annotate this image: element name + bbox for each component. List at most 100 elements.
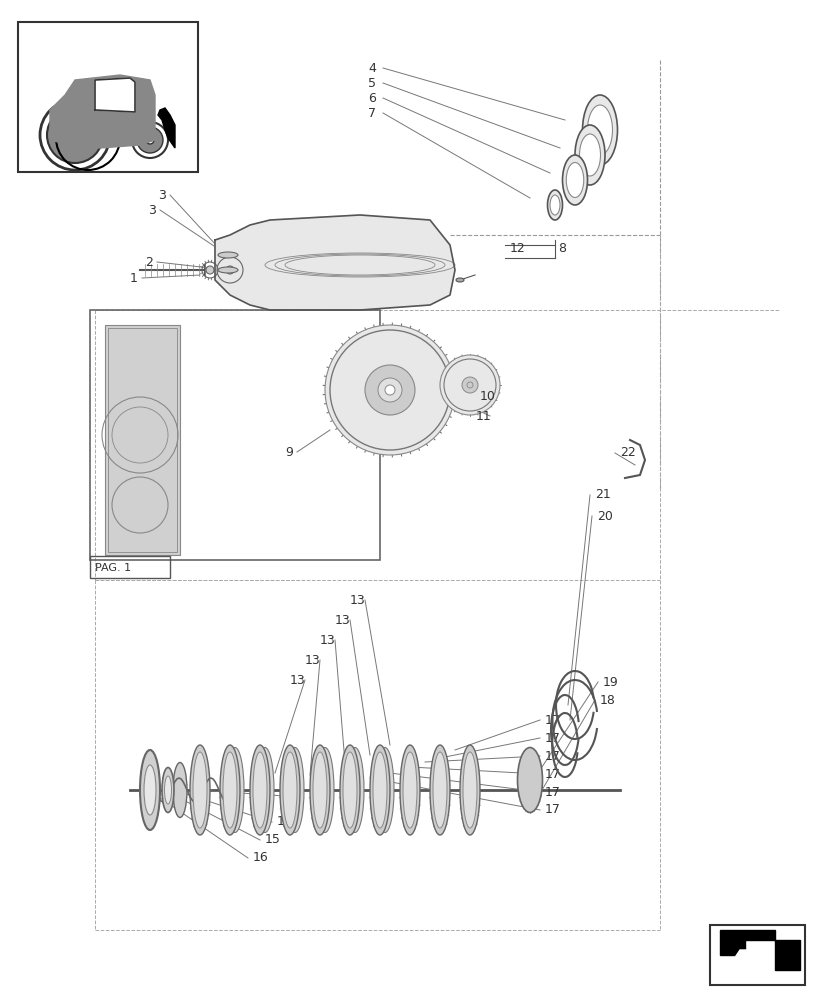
- Ellipse shape: [462, 752, 476, 828]
- Text: 12: 12: [509, 241, 525, 254]
- Polygon shape: [158, 108, 174, 148]
- Text: 8: 8: [557, 241, 566, 254]
- Bar: [709, 925, 804, 985]
- Ellipse shape: [429, 745, 449, 835]
- Ellipse shape: [313, 752, 327, 828]
- Circle shape: [385, 385, 394, 395]
- Ellipse shape: [218, 252, 237, 258]
- Ellipse shape: [460, 745, 480, 835]
- Circle shape: [131, 122, 168, 158]
- Text: 3: 3: [158, 189, 165, 202]
- Ellipse shape: [144, 765, 155, 815]
- Ellipse shape: [285, 747, 304, 832]
- Ellipse shape: [256, 747, 274, 832]
- Text: 13: 13: [304, 654, 320, 666]
- Polygon shape: [719, 930, 799, 970]
- Ellipse shape: [372, 752, 386, 828]
- Text: 17: 17: [544, 750, 560, 762]
- Polygon shape: [50, 75, 155, 148]
- Text: 13: 13: [289, 674, 305, 686]
- Ellipse shape: [283, 752, 297, 828]
- Bar: [105, 325, 179, 555]
- Text: 5: 5: [367, 77, 375, 90]
- Ellipse shape: [220, 745, 240, 835]
- Circle shape: [439, 355, 500, 415]
- Text: 17: 17: [544, 768, 560, 780]
- Text: 16: 16: [253, 851, 269, 864]
- Polygon shape: [729, 950, 769, 965]
- Text: 22: 22: [619, 446, 635, 460]
- Ellipse shape: [193, 752, 207, 828]
- Ellipse shape: [562, 155, 587, 205]
- Ellipse shape: [346, 747, 364, 832]
- Circle shape: [206, 266, 213, 274]
- Circle shape: [136, 127, 163, 153]
- Ellipse shape: [587, 105, 612, 155]
- Polygon shape: [215, 215, 455, 310]
- Bar: [90, 310, 380, 560]
- Text: 14: 14: [277, 815, 293, 828]
- Ellipse shape: [403, 752, 417, 828]
- Text: 13: 13: [319, 634, 335, 646]
- Text: 3: 3: [148, 204, 155, 217]
- Ellipse shape: [375, 747, 394, 832]
- Ellipse shape: [433, 752, 447, 828]
- Circle shape: [146, 136, 154, 144]
- Text: 15: 15: [265, 833, 280, 846]
- Ellipse shape: [582, 95, 617, 165]
- Ellipse shape: [399, 745, 419, 835]
- Ellipse shape: [342, 752, 356, 828]
- Text: 17: 17: [544, 803, 560, 816]
- Text: 13: 13: [335, 613, 351, 626]
- Text: 20: 20: [596, 510, 612, 522]
- Text: 13: 13: [350, 593, 366, 606]
- Circle shape: [40, 100, 110, 170]
- Bar: [90, 556, 170, 578]
- Ellipse shape: [566, 163, 583, 198]
- Ellipse shape: [579, 134, 600, 176]
- Polygon shape: [95, 78, 135, 112]
- Ellipse shape: [547, 190, 562, 220]
- Ellipse shape: [549, 195, 559, 215]
- Ellipse shape: [226, 747, 244, 832]
- Circle shape: [226, 266, 234, 274]
- Text: 4: 4: [367, 62, 375, 75]
- Circle shape: [325, 325, 455, 455]
- Text: 21: 21: [595, 488, 610, 502]
- Text: 2: 2: [145, 255, 153, 268]
- Text: 17: 17: [544, 713, 560, 726]
- Circle shape: [461, 377, 477, 393]
- Ellipse shape: [370, 745, 390, 835]
- Circle shape: [67, 127, 83, 143]
- Ellipse shape: [316, 747, 333, 832]
- Text: 9: 9: [284, 446, 293, 458]
- Ellipse shape: [456, 278, 463, 282]
- Ellipse shape: [222, 752, 237, 828]
- Ellipse shape: [574, 125, 605, 185]
- Text: 10: 10: [480, 390, 495, 403]
- Text: 17: 17: [544, 786, 560, 798]
- Ellipse shape: [173, 762, 187, 817]
- Ellipse shape: [253, 752, 266, 828]
- Text: 11: 11: [476, 410, 491, 422]
- Ellipse shape: [517, 747, 542, 812]
- Text: 19: 19: [602, 676, 618, 688]
- Ellipse shape: [218, 267, 237, 273]
- Text: 6: 6: [367, 92, 375, 105]
- Text: 18: 18: [600, 694, 615, 706]
- Text: 9: 9: [289, 790, 298, 802]
- Ellipse shape: [165, 776, 171, 804]
- Circle shape: [47, 107, 103, 163]
- Text: 7: 7: [367, 107, 375, 120]
- Circle shape: [378, 378, 402, 402]
- Ellipse shape: [280, 745, 299, 835]
- Ellipse shape: [140, 750, 160, 830]
- Bar: [18, 22, 198, 172]
- Text: PAG. 1: PAG. 1: [95, 563, 131, 573]
- Ellipse shape: [340, 745, 360, 835]
- Bar: [108, 328, 177, 552]
- Ellipse shape: [189, 745, 210, 835]
- Ellipse shape: [309, 745, 330, 835]
- Text: 1: 1: [130, 271, 138, 284]
- Circle shape: [365, 365, 414, 415]
